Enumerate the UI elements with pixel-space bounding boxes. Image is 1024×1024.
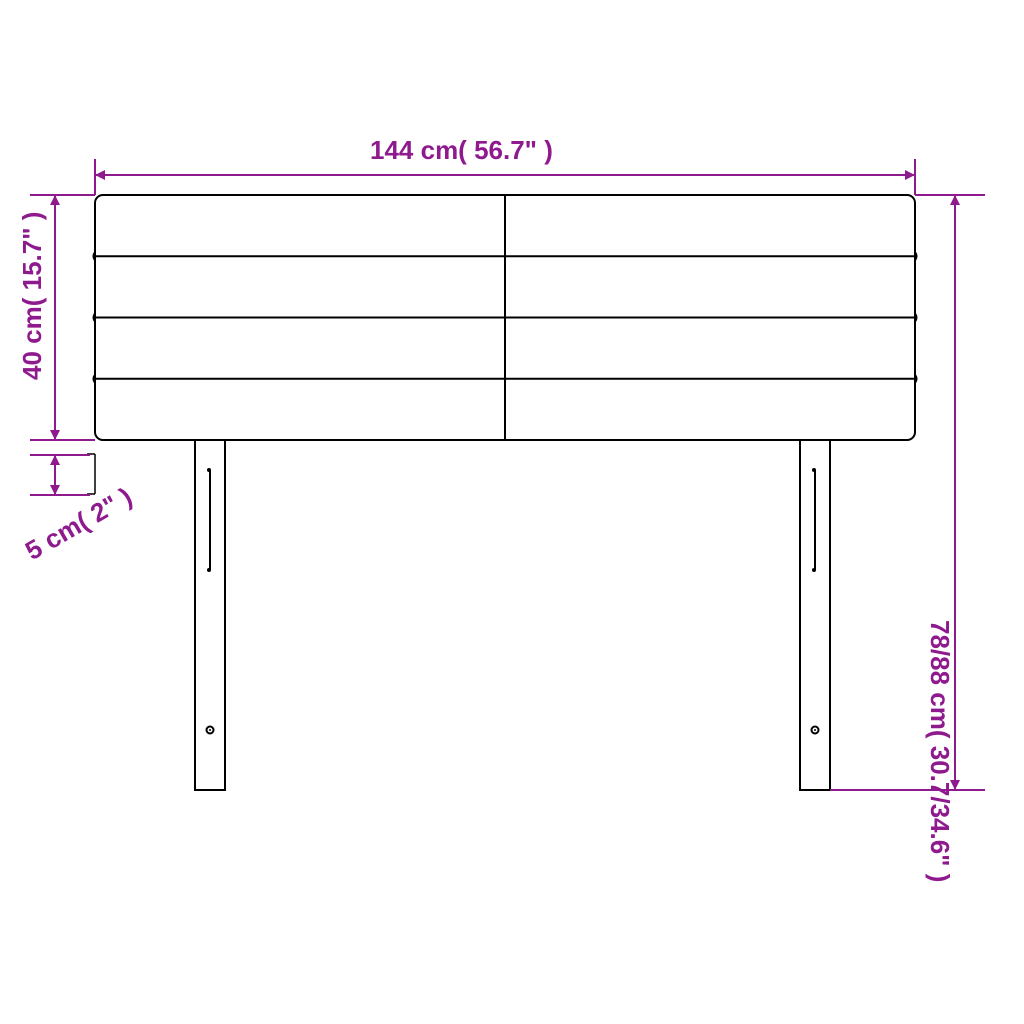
total-h-label: 78/88 cm( 30.7/34.6" ) [924, 620, 955, 882]
panel-h-label: 40 cm( 15.7" ) [17, 212, 48, 380]
width-label: 144 cm( 56.7" ) [370, 135, 553, 166]
